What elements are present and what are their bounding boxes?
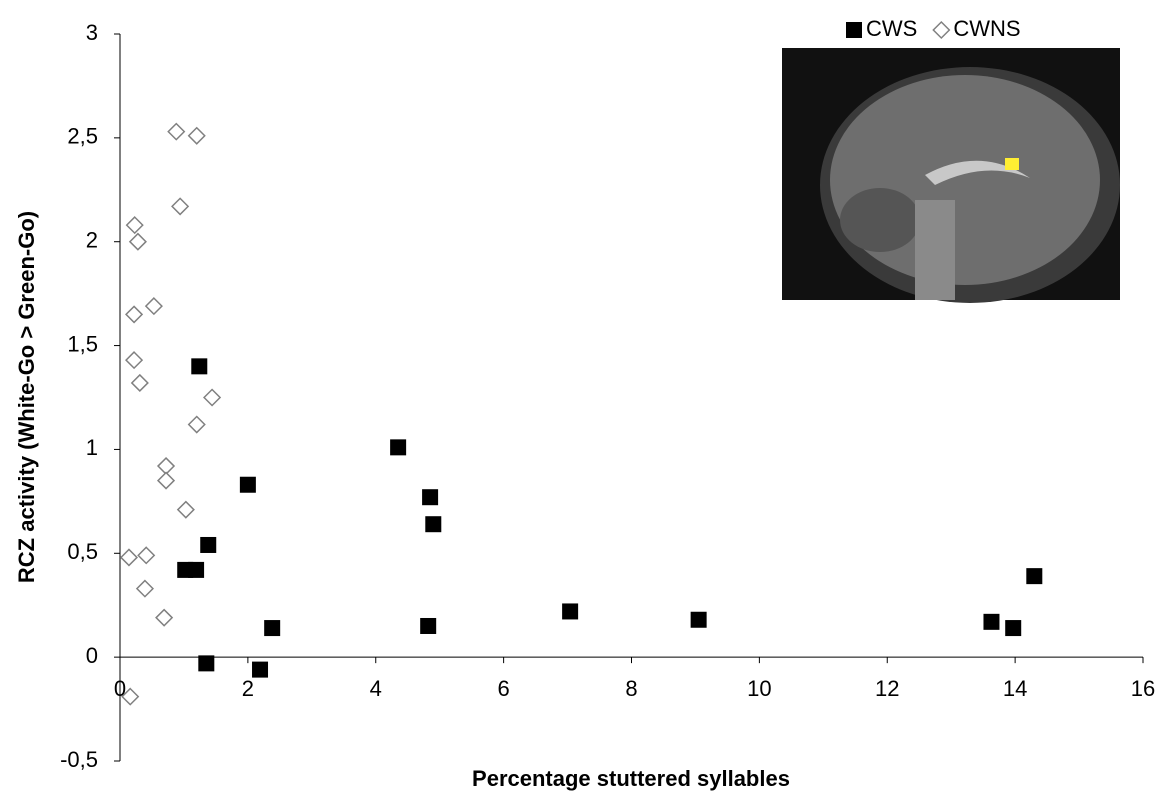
x-tick-label: 6 — [498, 676, 510, 701]
x-axis-title: Percentage stuttered syllables — [472, 766, 790, 791]
cws-point — [198, 655, 215, 672]
cwns-point — [167, 122, 186, 141]
x-tick-label: 14 — [1003, 676, 1027, 701]
y-tick-label: -0,5 — [60, 747, 98, 772]
cwns-point — [155, 608, 174, 627]
y-tick-label: 3 — [86, 20, 98, 45]
cwns-point — [125, 305, 144, 324]
cws-point — [425, 516, 442, 533]
cwns-point — [125, 351, 144, 370]
cwns-point — [187, 415, 206, 434]
cws-point — [1005, 620, 1022, 637]
cwns-point — [137, 546, 156, 565]
cws-point — [252, 661, 269, 678]
cwns-point — [176, 500, 195, 519]
cws-point — [188, 561, 205, 578]
y-tick-label: 0,5 — [67, 539, 98, 564]
brain — [830, 75, 1100, 285]
cws-point — [983, 613, 1000, 630]
cws-point — [264, 620, 281, 637]
cwns-point — [932, 20, 951, 40]
cwns-point — [156, 471, 176, 490]
brainstem — [915, 200, 955, 300]
legend-label: CWNS — [953, 16, 1020, 41]
cws-point — [562, 603, 579, 620]
cwns-point — [187, 126, 206, 145]
cws-point — [239, 476, 256, 493]
cws-point — [1026, 568, 1043, 585]
cws-point — [422, 489, 439, 506]
x-tick-label: 2 — [242, 676, 254, 701]
cerebellum — [840, 188, 920, 252]
cws-point — [390, 439, 407, 456]
y-tick-label: 1 — [86, 435, 98, 460]
cwns-point — [121, 687, 140, 706]
cws-point — [690, 611, 707, 628]
x-tick-label: 12 — [875, 676, 899, 701]
brain-image — [782, 48, 1120, 303]
x-tick-label: 8 — [625, 676, 637, 701]
cwns-point — [125, 216, 144, 235]
rcz-activation — [1005, 158, 1019, 170]
cwns-point — [130, 373, 149, 393]
cwns-point — [144, 297, 163, 316]
x-tick-label: 4 — [370, 676, 382, 701]
cwns-point — [128, 232, 147, 251]
cwns-point — [171, 197, 190, 216]
y-tick-label: 1,5 — [67, 331, 98, 356]
cwns-point — [119, 548, 139, 567]
cws-point — [420, 617, 437, 634]
x-tick-label: 0 — [114, 676, 126, 701]
y-tick-label: 2 — [86, 228, 98, 253]
cwns-point — [135, 579, 154, 598]
x-tick-label: 10 — [747, 676, 771, 701]
corpus-callosum — [925, 160, 1030, 185]
cwns-point — [203, 388, 222, 407]
cws-point — [846, 22, 862, 38]
y-axis-title: RCZ activity (White-Go > Green-Go) — [14, 211, 39, 583]
y-tick-label: 0 — [86, 643, 98, 668]
x-tick-label: 16 — [1131, 676, 1155, 701]
cws-point — [200, 536, 217, 553]
legend-label: CWS — [866, 16, 917, 41]
cws-point — [191, 358, 208, 375]
y-tick-label: 2,5 — [67, 124, 98, 149]
